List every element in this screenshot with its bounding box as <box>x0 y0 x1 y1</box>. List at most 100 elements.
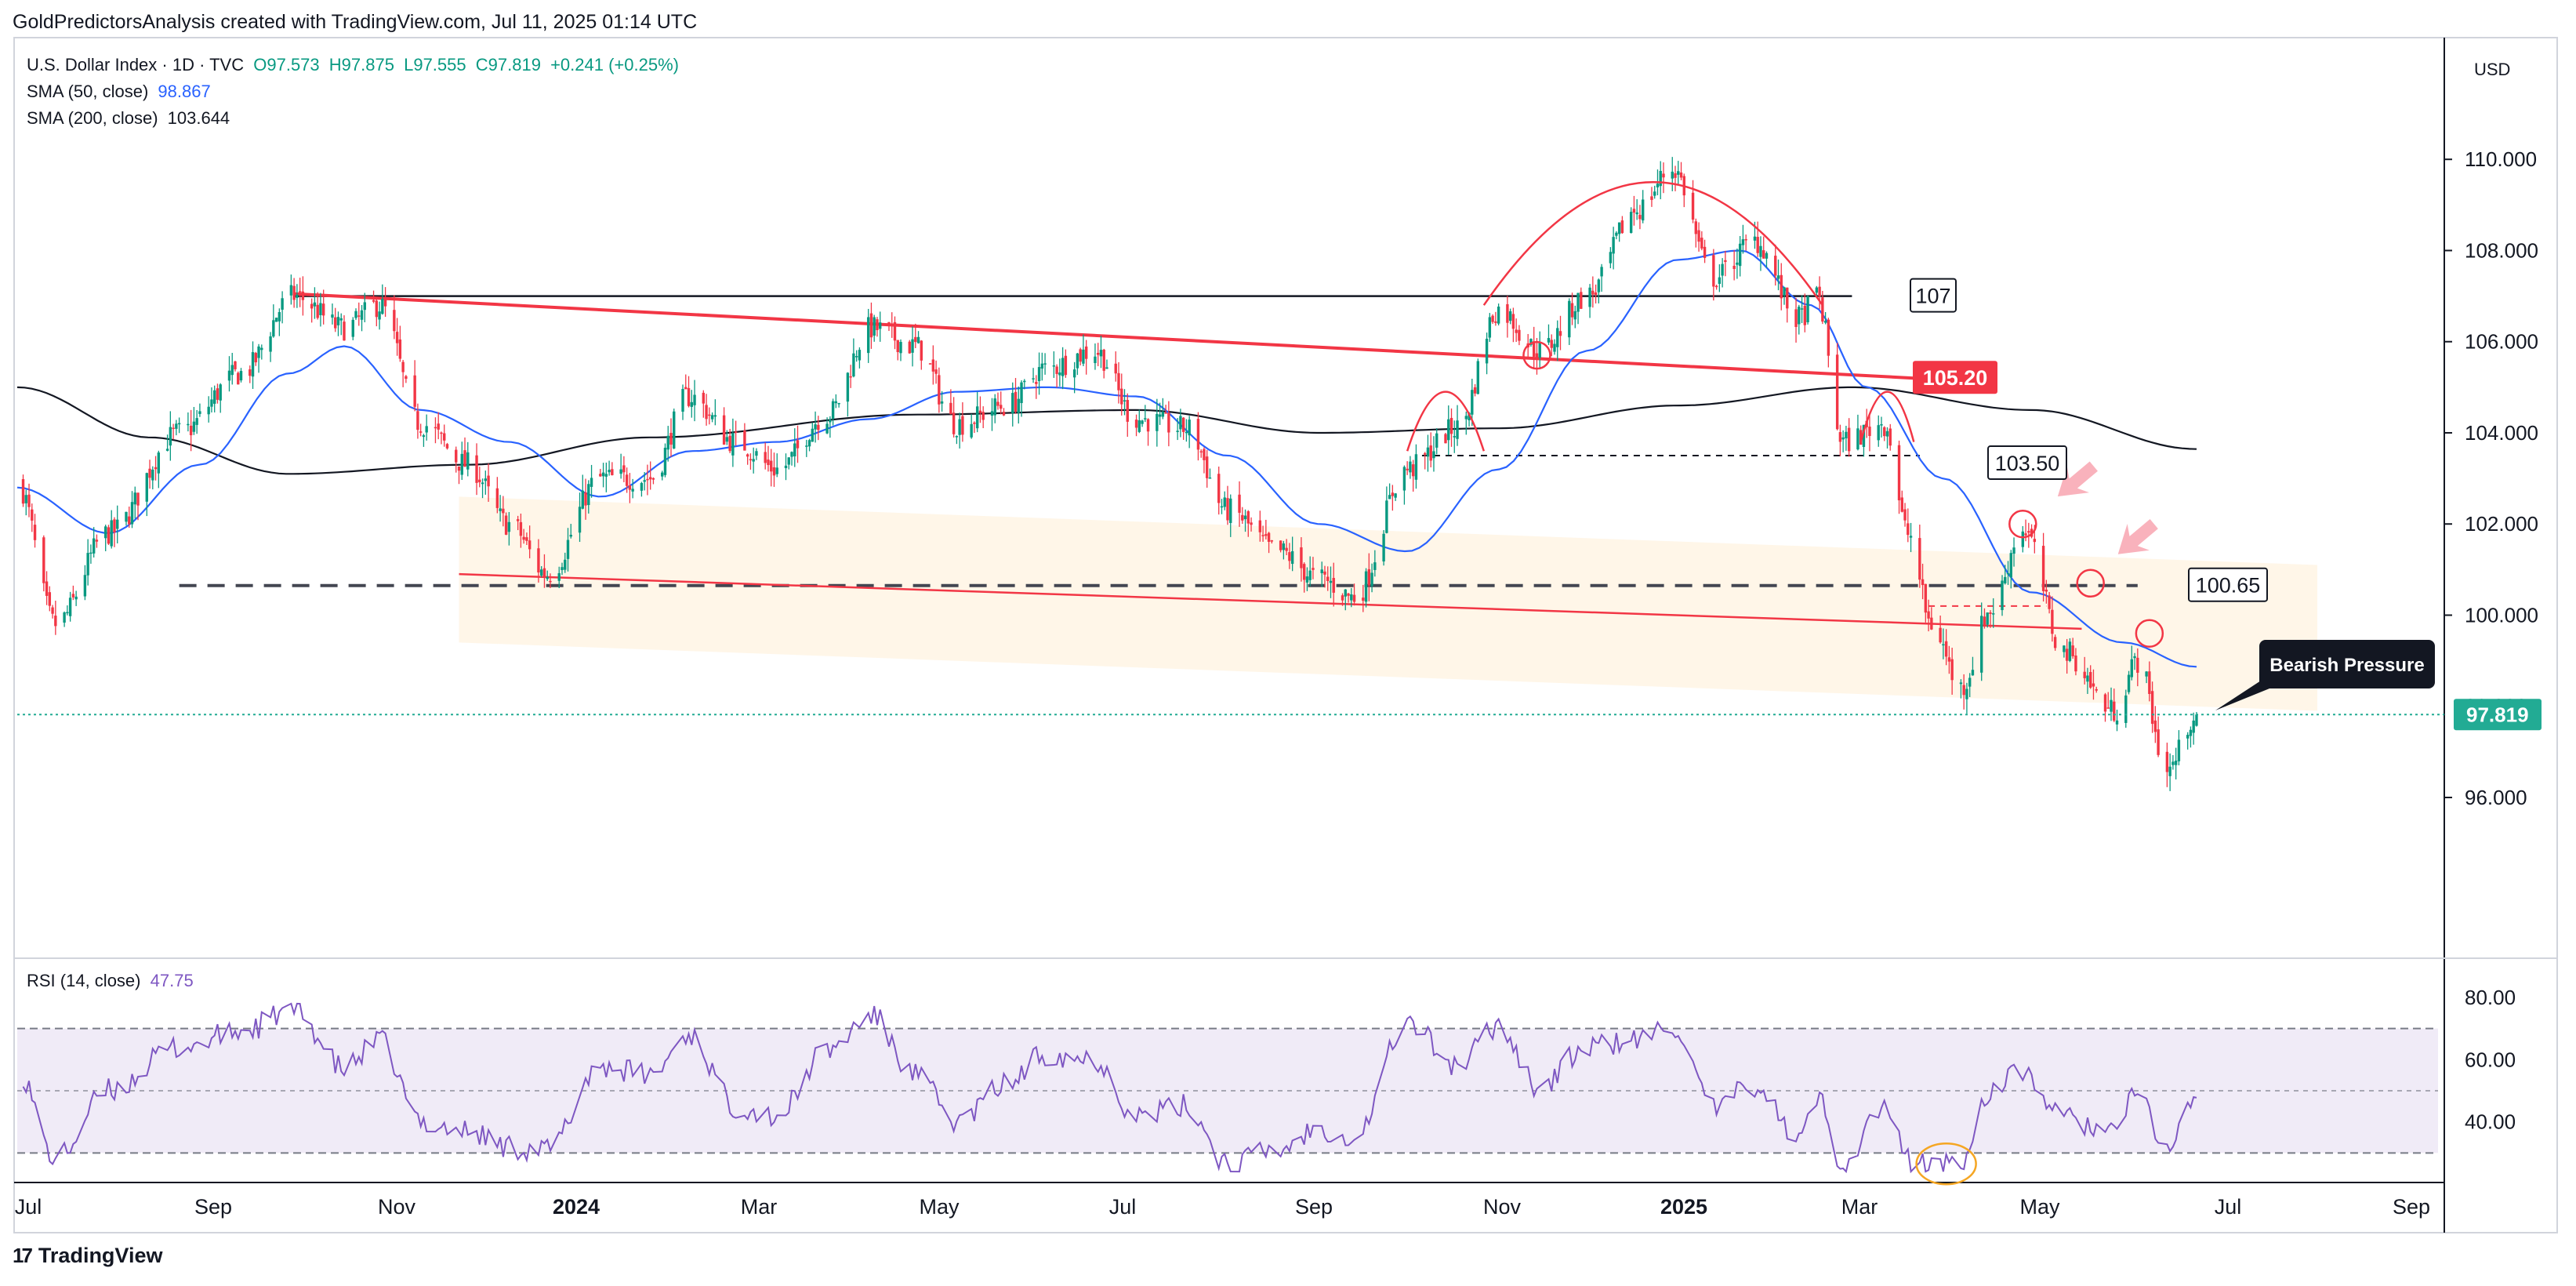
candle-body <box>1476 361 1480 394</box>
candle <box>831 398 835 426</box>
candle <box>666 426 669 462</box>
candle-body <box>1762 250 1765 259</box>
candle-body <box>2165 751 2169 772</box>
candle-body <box>1950 659 1954 681</box>
legend-change: +0.241 (+0.25%) <box>550 55 679 74</box>
candle <box>608 460 611 476</box>
candle-body <box>2168 766 2171 776</box>
channel-midline <box>459 572 2082 630</box>
candle <box>1406 461 1409 475</box>
candle <box>227 356 231 392</box>
candle-body <box>528 540 532 550</box>
candle-body <box>1094 356 1097 364</box>
candle-body <box>1538 342 1541 358</box>
candle-body <box>1329 580 1333 583</box>
candle <box>651 477 655 485</box>
candle-body <box>519 521 523 536</box>
candle <box>169 411 172 461</box>
candle-body <box>1714 285 1718 288</box>
candle-body <box>110 520 113 547</box>
candle <box>1344 589 1347 611</box>
candle-body <box>1290 550 1294 565</box>
candle <box>1821 291 1824 325</box>
candle-body <box>278 312 281 322</box>
time-axis-label: May <box>2019 1195 2060 1219</box>
candle-body <box>145 473 148 502</box>
candle <box>993 394 996 423</box>
candle <box>958 412 961 449</box>
candle-body <box>646 478 649 481</box>
candle <box>1724 250 1727 277</box>
candle-body <box>1697 230 1700 242</box>
candle-body <box>2136 657 2139 673</box>
candle-body <box>398 339 402 359</box>
candle <box>938 367 941 413</box>
candle-body <box>343 322 346 341</box>
candle-body <box>708 414 711 416</box>
candle <box>1986 612 1989 628</box>
candle <box>911 326 914 367</box>
price-tick-label: 104.000 <box>2465 421 2538 445</box>
candle-body <box>2103 694 2107 712</box>
candle-body <box>1099 350 1103 357</box>
candle-body <box>1900 497 1903 512</box>
candle <box>896 340 899 361</box>
candle-body <box>381 299 384 314</box>
candle-body <box>1344 589 1347 597</box>
candle-body <box>1497 306 1500 324</box>
candle <box>375 296 379 327</box>
candle-body <box>1971 670 1975 676</box>
candle <box>1806 295 1809 325</box>
rsi-band <box>17 1028 2438 1153</box>
legend-rsi-value: 47.75 <box>150 971 194 990</box>
candle-body <box>1282 543 1286 550</box>
tradingview-logo[interactable]: 17 TradingView <box>13 1244 162 1268</box>
candle <box>1312 557 1315 579</box>
candle-body <box>475 455 478 483</box>
legend-symbol: U.S. Dollar Index · 1D · TVC <box>27 55 245 74</box>
candle-body <box>537 548 540 573</box>
candle <box>1409 456 1412 479</box>
candle <box>499 495 502 522</box>
candle-body <box>1367 569 1371 586</box>
legend-sma50-label: SMA (50, close) <box>27 82 149 101</box>
candle <box>278 308 281 336</box>
candle-body <box>1827 319 1830 356</box>
candle <box>334 307 337 332</box>
candle-body <box>725 437 729 442</box>
candle-body <box>281 298 284 310</box>
sma200-line <box>16 386 2197 475</box>
candle <box>1650 187 1653 207</box>
candle-body <box>378 311 381 320</box>
candle-body <box>1609 252 1613 263</box>
candle-body <box>1432 451 1435 459</box>
candle <box>837 402 840 408</box>
price-tick-label: 106.000 <box>2465 330 2538 354</box>
candle <box>537 539 540 583</box>
candle <box>1835 343 1839 430</box>
candle-body <box>1032 378 1035 380</box>
candle <box>1250 517 1253 532</box>
candle <box>996 392 1000 410</box>
candle-body <box>372 300 376 302</box>
candle <box>1146 418 1150 446</box>
candle <box>1629 207 1633 234</box>
candle <box>1959 679 1963 699</box>
candle-body <box>599 474 602 477</box>
candle-body <box>1388 495 1391 500</box>
candle-body <box>869 313 873 338</box>
candle-body <box>95 539 99 542</box>
candle-body <box>27 494 31 507</box>
legend-price: U.S. Dollar Index · 1D · TVC O97.573 H97… <box>27 55 684 75</box>
callout-pointer <box>2215 681 2273 710</box>
candle-body <box>690 401 693 407</box>
candle-body <box>1897 445 1901 501</box>
label-103-50: 103.50 <box>1995 452 2060 475</box>
candle <box>825 417 829 434</box>
candle <box>1721 258 1724 288</box>
candle <box>372 290 376 303</box>
candle <box>708 407 711 425</box>
candle <box>975 391 979 433</box>
candle <box>1594 284 1598 303</box>
